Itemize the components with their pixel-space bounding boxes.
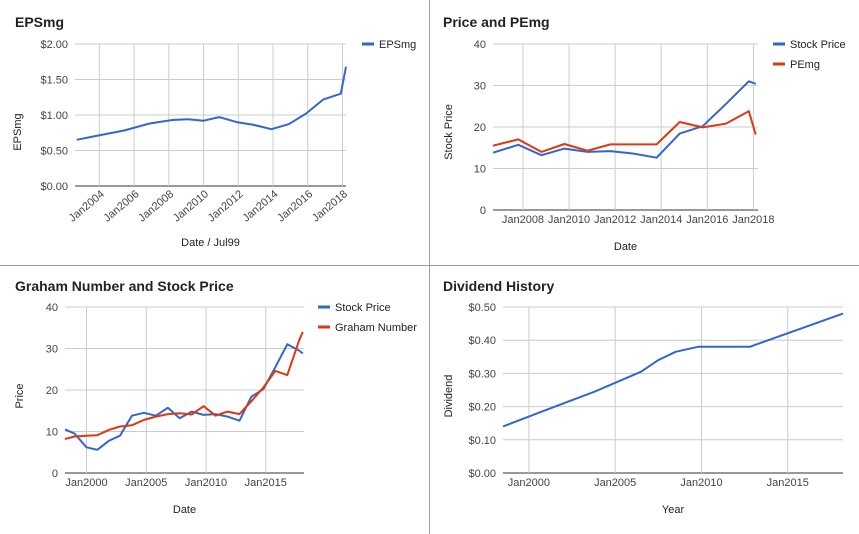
y-tick-label: $0.30	[468, 368, 496, 380]
x-tick-label: Jan2000	[508, 477, 550, 489]
x-axis-label: Date / Jul99	[181, 237, 240, 249]
y-tick-label: 40	[46, 302, 58, 314]
x-tick-label: Jan2014	[240, 188, 280, 224]
x-axis-label: Year	[662, 504, 685, 516]
y-tick-label: 30	[46, 344, 58, 356]
chart-panel-price-pemg: Price and PEmg 0 10 20 30 40 Jan2008 Jan2010 Jan…	[430, 0, 859, 265]
x-axis-label: Date	[173, 504, 196, 516]
legend-label: EPSmg	[379, 39, 416, 51]
y-tick-label: 20	[474, 122, 486, 134]
y-tick-label: 10	[46, 427, 58, 439]
x-tick-label: Jan2010	[548, 214, 590, 226]
series-line-dividend	[502, 312, 844, 428]
chart-title: Price and PEmg	[443, 14, 550, 30]
y-axis-label: Dividend	[443, 375, 455, 418]
chart-title: Dividend History	[443, 278, 554, 294]
x-tick-label: Jan2008	[136, 188, 176, 224]
y-axis-label: Stock Price	[443, 104, 455, 160]
x-tick-label: Jan2012	[594, 214, 636, 226]
y-tick-label: 30	[474, 81, 486, 93]
x-tick-label: Jan2005	[125, 477, 167, 489]
y-tick-label: $2.00	[40, 39, 68, 51]
x-tick-label: Jan2006	[102, 188, 142, 224]
chart-epsmg: EPSmg$0.00$0.50$1.00$1.50$2.00Jan2004Jan…	[12, 14, 416, 249]
y-tick-label: $1.50	[40, 75, 68, 87]
x-tick-label: Jan2018	[732, 214, 774, 226]
y-tick-label: 0	[52, 468, 58, 480]
series-line-stock-price	[492, 80, 757, 159]
y-tick-label: $0.20	[468, 402, 496, 414]
legend-label: Stock Price	[335, 302, 391, 314]
y-tick-label: $0.50	[40, 146, 68, 158]
chart-panel-dividend: Dividend History $0.00 $0.10 $0.20 $0.30 $0.4…	[430, 266, 859, 534]
y-tick-label: $1.00	[40, 110, 68, 122]
legend-label: PEmg	[790, 59, 820, 71]
y-tick-label: $0.10	[468, 435, 496, 447]
x-tick-label: Jan2005	[594, 477, 636, 489]
y-tick-label: $0.50	[468, 302, 496, 314]
x-tick-label: Jan2010	[185, 477, 227, 489]
y-tick-label: 10	[474, 164, 486, 176]
y-tick-label: 0	[480, 205, 486, 217]
chart-panel-graham: Graham Number and Stock Price 0 10 20 30 40 Ja…	[0, 266, 429, 534]
chart-price-pemg: Price and PEmg 0 10 20 30 40 Jan2008 Jan2010 Jan…	[443, 14, 846, 253]
x-tick-label: Jan2012	[206, 188, 246, 224]
y-tick-label: $0.00	[468, 468, 496, 480]
x-tick-label: Jan2015	[767, 477, 809, 489]
y-axis-label: Price	[14, 383, 26, 408]
x-axis-label: Date	[614, 241, 637, 253]
chart-dividend-history: Dividend History $0.00 $0.10 $0.20 $0.30 $0.4…	[443, 278, 844, 516]
chart-panel-epsmg: EPSmg $0.00 $0.50 $1.00 $1.50 $2.00 Jan2004 Jan…	[0, 0, 429, 265]
vertical-divider	[429, 0, 430, 534]
x-tick-label: Jan2014	[640, 214, 682, 226]
y-tick-label: $0.40	[468, 335, 496, 347]
series-line-pemg	[492, 110, 757, 153]
horizontal-divider	[0, 265, 859, 266]
x-tick-label: Jan2008	[502, 214, 544, 226]
legend-label: Stock Price	[790, 39, 846, 51]
chart-graham-number: Graham Number and Stock Price 0 10 20 30 40 Ja…	[14, 278, 417, 516]
y-tick-label: $0.00	[40, 181, 68, 193]
x-tick-label: Jan2016	[686, 214, 728, 226]
legend-label: Graham Number	[335, 322, 417, 334]
chart-title: EPSmg	[15, 14, 64, 30]
series-line-graham-number	[64, 331, 304, 440]
x-tick-label: Jan2004	[67, 188, 107, 224]
y-axis-label: EPSmg	[12, 113, 24, 150]
x-tick-label: Jan2016	[275, 188, 315, 224]
x-tick-label: Jan2010	[680, 477, 722, 489]
x-tick-label: Jan2015	[245, 477, 287, 489]
series-line-epsmg	[76, 66, 347, 141]
x-tick-label: Jan2018	[310, 188, 350, 224]
x-tick-label: Jan2000	[65, 477, 107, 489]
y-tick-label: 40	[474, 39, 486, 51]
y-tick-label: 20	[46, 385, 58, 397]
x-tick-label: Jan2010	[171, 188, 211, 224]
chart-title: Graham Number and Stock Price	[15, 278, 234, 294]
